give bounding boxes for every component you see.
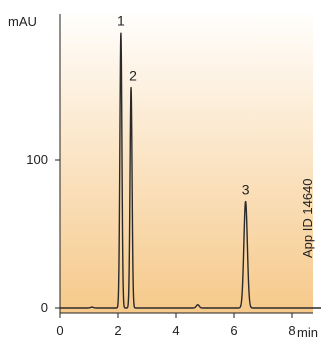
chromatogram-trace (59, 32, 322, 309)
x-tick-label: 0 (56, 323, 63, 338)
x-axis-ticks: 0 2 4 6 8 (56, 313, 296, 338)
axes (59, 14, 313, 314)
plot-background (60, 14, 313, 313)
x-tick-label: 8 (288, 323, 295, 338)
peak-label: 1 (117, 13, 125, 29)
x-axis-unit-label: min (297, 325, 318, 340)
x-tick-label: 2 (114, 323, 121, 338)
y-tick-label: 100 (26, 152, 48, 167)
peak-label: 2 (129, 67, 137, 83)
x-tick-label: 4 (172, 323, 179, 338)
x-tick-label: 6 (230, 323, 237, 338)
peak-label: 3 (242, 181, 250, 197)
peak-labels: 1 2 3 (117, 13, 250, 198)
y-axis-unit-label: mAU (8, 14, 37, 29)
y-axis-ticks: 0 100 (26, 152, 60, 315)
y-tick-label: 0 (41, 300, 48, 315)
app-id-annotation: App ID 14640 (300, 178, 315, 258)
